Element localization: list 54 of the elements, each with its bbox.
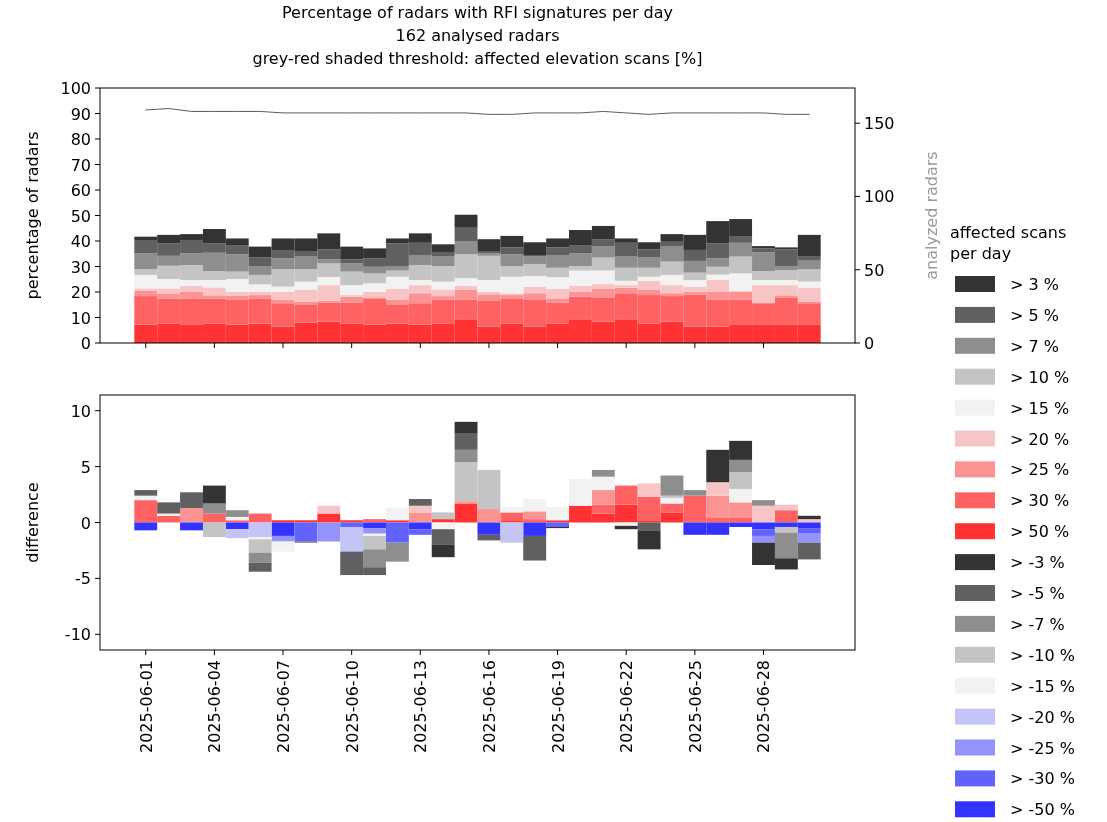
legend-label: > -7 % xyxy=(1010,614,1065,634)
y-tick-label: 5 xyxy=(80,457,91,477)
legend-label: > 25 % xyxy=(1010,460,1070,480)
legend-label: > 7 % xyxy=(1010,336,1059,356)
y-tick-label: 10 xyxy=(70,401,91,421)
x-tick-label: 2025-06-28 xyxy=(754,660,774,753)
y-tick-label: 60 xyxy=(70,181,91,200)
legend-label: > -20 % xyxy=(1010,707,1075,727)
y2-tick-label: 150 xyxy=(864,114,895,134)
legend-label: > 20 % xyxy=(1010,429,1070,449)
y-tick-label: 40 xyxy=(70,232,91,251)
y-tick-label: 70 xyxy=(70,155,91,175)
x-tick-label: 2025-06-25 xyxy=(685,660,705,753)
legend-label: > -3 % xyxy=(1010,553,1065,573)
y-axis-title: difference xyxy=(23,482,42,563)
legend-label: > 15 % xyxy=(1010,398,1070,418)
y-tick-label: -5 xyxy=(75,569,91,589)
y-axis-title: percentage of radars xyxy=(23,131,42,300)
y-tick-label: 90 xyxy=(70,104,91,124)
x-tick-label: 2025-06-07 xyxy=(274,660,294,753)
y-tick-label: 20 xyxy=(70,283,91,302)
y2-tick-label: 100 xyxy=(864,187,895,207)
legend-label: > 30 % xyxy=(1010,491,1070,511)
x-tick-label: 2025-06-01 xyxy=(136,660,156,753)
legend-label: > -30 % xyxy=(1010,769,1075,789)
legend-label: > 3 % xyxy=(1010,275,1059,294)
y-tick-label: 0 xyxy=(80,334,91,353)
legend-label: > -25 % xyxy=(1010,738,1075,758)
y-tick-label: 100 xyxy=(60,79,91,98)
legend-label: > -5 % xyxy=(1010,584,1065,603)
chart-subtitle: 162 analysed radars grey-red shaded threshold: affected elevation scans [%] xyxy=(252,26,703,68)
legend-label: > 50 % xyxy=(1010,522,1070,542)
y2-axis-title: analyzed radars xyxy=(922,151,941,280)
y-tick-label: 80 xyxy=(70,130,91,149)
legend-label: > 10 % xyxy=(1010,367,1070,387)
legend-label: > -10 % xyxy=(1010,645,1075,665)
x-tick-label: 2025-06-04 xyxy=(205,660,225,753)
y-tick-label: -10 xyxy=(64,625,91,645)
y2-tick-label: 50 xyxy=(864,260,885,280)
legend-label: > -50 % xyxy=(1010,800,1075,820)
y2-tick-label: 0 xyxy=(864,334,875,353)
x-tick-label: 2025-06-22 xyxy=(617,660,637,753)
legend-label: > 5 % xyxy=(1010,305,1059,325)
y-tick-label: 10 xyxy=(70,308,91,328)
x-tick-label: 2025-06-16 xyxy=(479,660,499,753)
legend-label: > -15 % xyxy=(1010,676,1075,696)
x-tick-label: 2025-06-13 xyxy=(411,660,431,753)
y-tick-label: 0 xyxy=(80,513,91,533)
x-tick-label: 2025-06-10 xyxy=(342,660,362,753)
y-tick-label: 30 xyxy=(70,257,91,277)
legend-title: affected scans per day xyxy=(950,223,1067,263)
x-tick-label: 2025-06-19 xyxy=(548,660,568,753)
y-tick-label: 50 xyxy=(70,206,91,226)
chart-title: Percentage of radars with RFI signatures per day xyxy=(282,3,673,22)
